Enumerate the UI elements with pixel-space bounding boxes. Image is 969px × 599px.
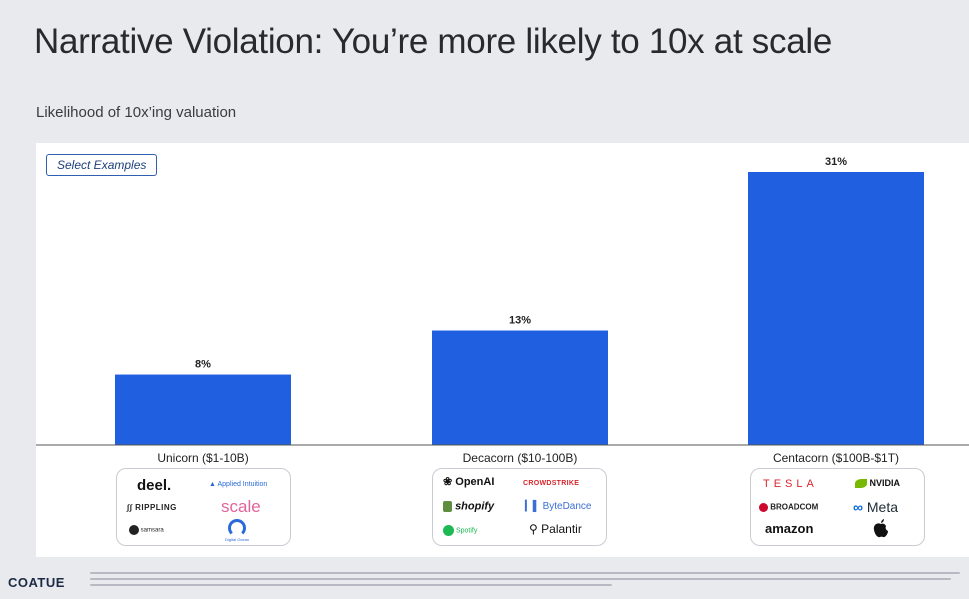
examples-box-centacorn: TESLA NVIDIA BROADCOM ∞ Meta amazon: [750, 468, 925, 546]
bar-1: [432, 330, 608, 445]
samsara-icon: [129, 525, 139, 535]
digital-ocean-icon: [228, 519, 246, 537]
logo-deel: deel.: [137, 477, 172, 494]
openai-icon: ❀: [443, 476, 453, 488]
footnote-line: [90, 578, 952, 580]
palantir-icon: ⚲: [529, 522, 538, 536]
select-examples-label: Select Examples: [46, 154, 158, 176]
shopify-icon: [443, 501, 452, 512]
applied-intuition-icon: ▲: [209, 481, 216, 488]
logo-samsara: samsara: [129, 525, 164, 535]
category-label: Unicorn ($1-10B): [157, 451, 248, 465]
coatue-logo: COATUE: [8, 575, 65, 590]
logo-shopify: shopify: [443, 501, 494, 512]
bar-value-label: 8%: [195, 359, 211, 371]
logo-applied-intuition: ▲ Applied Intuition: [209, 481, 268, 488]
bar-2: [748, 172, 924, 445]
logo-broadcom: BROADCOM: [759, 503, 818, 512]
logo-amazon: amazon: [765, 521, 814, 536]
logo-rippling: ∫∫ RIPPLING: [127, 503, 177, 512]
bar-value-label: 31%: [825, 156, 847, 168]
examples-box-unicorn: deel. ▲ Applied Intuition ∫∫ RIPPLING sc…: [116, 468, 291, 546]
chart-panel: Select Examples 8% Unicorn ($1-10B) 13% Dec…: [36, 143, 969, 557]
logo-bytedance: ▎▌ ByteDance: [525, 501, 592, 512]
footnote-text: [90, 572, 960, 590]
bar-value-label: 13%: [509, 315, 531, 327]
meta-icon: ∞: [853, 499, 863, 515]
logo-meta: ∞ Meta: [853, 499, 898, 515]
footnote-line: [90, 572, 960, 574]
chart-subtitle: Likelihood of 10x’ing valuation: [36, 104, 237, 121]
bar-chart: 8% Unicorn ($1-10B) 13% Decacorn ($10-100B)…: [36, 156, 969, 465]
logo-nvidia: NVIDIA: [855, 479, 900, 489]
apple-icon: [873, 519, 889, 539]
apple-logo-svg: [873, 519, 888, 538]
spotify-icon: [443, 525, 454, 536]
logo-tesla: TESLA: [763, 478, 818, 490]
category-label: Centacorn ($100B-$1T): [773, 451, 899, 465]
broadcom-icon: [759, 503, 768, 512]
rippling-icon: ∫∫: [127, 503, 133, 512]
nvidia-icon: [855, 479, 867, 489]
bytedance-icon: ▎▌: [525, 501, 540, 512]
logo-palantir: ⚲ Palantir: [529, 522, 582, 536]
footnote-line: [90, 584, 612, 586]
logo-spotify: Spotify: [443, 525, 477, 536]
bar-0: [115, 374, 291, 445]
logo-openai: ❀ OpenAI: [443, 476, 495, 488]
logo-scale: scale: [221, 497, 261, 516]
examples-box-decacorn: ❀ OpenAI CROWDSTRIKE shopify ▎▌ ByteDanc…: [432, 468, 607, 546]
logo-crowdstrike: CROWDSTRIKE: [523, 480, 580, 487]
category-label: Decacorn ($10-100B): [463, 451, 578, 465]
page-title: Narrative Violation: You’re more likely …: [34, 22, 833, 61]
logo-digital-ocean: Digital Ocean: [225, 519, 249, 542]
